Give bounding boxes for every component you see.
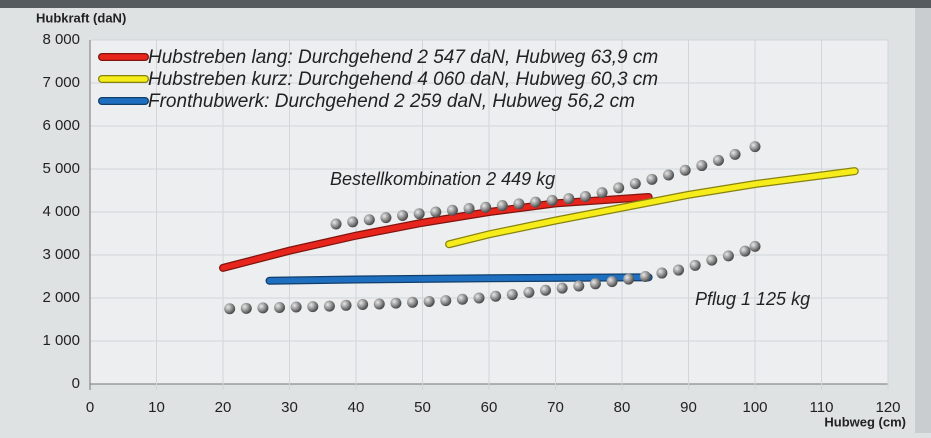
dot	[749, 240, 761, 252]
dot	[240, 302, 252, 314]
dot	[646, 173, 658, 185]
dot	[330, 218, 342, 230]
dot	[629, 178, 641, 190]
dot	[397, 209, 409, 221]
dot	[639, 271, 651, 282]
top-bar	[0, 0, 931, 8]
legend-label: Hubstreben lang: Durchgehend 2 547 daN, …	[148, 47, 658, 68]
y-tick-label: 7 000	[42, 74, 80, 91]
dot	[224, 303, 236, 315]
y-tick-label: 5 000	[42, 160, 80, 177]
x-tick-label: 70	[547, 399, 564, 416]
y-tick-label: 3 000	[42, 246, 80, 263]
line	[446, 168, 858, 247]
dot	[606, 276, 618, 288]
dot	[596, 187, 608, 199]
y-tick-label: 4 000	[42, 203, 80, 220]
dot	[679, 164, 691, 176]
x-axis-title: Hubweg (cm)	[824, 414, 906, 429]
dot	[446, 204, 458, 216]
dot	[663, 169, 675, 181]
dot	[530, 196, 542, 208]
y-axis-title: Hubkraft (daN)	[36, 10, 126, 25]
dot	[563, 193, 575, 205]
dot	[573, 280, 585, 292]
dot	[656, 267, 668, 279]
side-bar	[915, 8, 931, 433]
annotation: Pflug 1 125 kg	[695, 289, 810, 309]
dot	[430, 206, 442, 218]
dot	[490, 290, 502, 302]
x-tick-label: 10	[148, 399, 165, 416]
dot	[696, 160, 708, 172]
dot	[257, 302, 269, 314]
dot	[712, 154, 724, 166]
dot	[423, 295, 435, 307]
dot	[380, 212, 392, 224]
annotation: Bestellkombination 2 449 kg	[330, 169, 555, 189]
dot	[506, 289, 518, 301]
dot	[463, 203, 475, 215]
x-tick-label: 60	[481, 399, 498, 416]
dot	[540, 284, 552, 296]
x-tick-label: 20	[215, 399, 232, 416]
dot	[347, 216, 359, 228]
x-tick-label: 40	[348, 399, 365, 416]
x-tick-label: 100	[742, 399, 767, 416]
dot	[689, 259, 701, 271]
x-tick-label: 120	[875, 399, 900, 416]
y-tick-label: 0	[72, 375, 80, 392]
dot	[440, 295, 452, 307]
y-tick-label: 8 000	[42, 31, 80, 48]
dot	[739, 245, 751, 257]
y-tick-label: 6 000	[42, 117, 80, 134]
x-tick-label: 30	[281, 399, 298, 416]
dot	[729, 148, 741, 160]
dot	[363, 214, 375, 226]
line	[266, 274, 652, 284]
dot	[413, 208, 425, 220]
dot	[706, 254, 718, 266]
dot	[290, 301, 302, 313]
dot	[307, 301, 319, 313]
dot	[274, 301, 286, 313]
legend-label: Hubstreben kurz: Durchgehend 4 060 daN, …	[148, 69, 658, 90]
x-tick-label: 110	[810, 399, 834, 416]
dot	[623, 273, 635, 285]
dot	[373, 298, 385, 310]
x-tick-label: 50	[414, 399, 431, 416]
dot	[613, 182, 625, 194]
dot	[589, 278, 601, 290]
dot	[722, 250, 734, 262]
dot	[556, 282, 568, 294]
dot	[390, 297, 402, 309]
dot	[579, 191, 591, 203]
dot	[407, 296, 419, 308]
dot	[546, 194, 558, 206]
dot	[480, 201, 492, 213]
x-tick-label: 80	[614, 399, 631, 416]
dot	[456, 293, 468, 305]
dot	[523, 286, 535, 298]
dot	[357, 298, 369, 310]
y-tick-label: 1 000	[42, 332, 80, 349]
dot	[513, 198, 525, 210]
x-tick-label: 0	[86, 399, 94, 416]
y-tick-label: 2 000	[42, 289, 80, 306]
dot	[749, 141, 761, 153]
dot	[473, 292, 485, 304]
dot	[340, 299, 352, 311]
dot	[323, 300, 335, 312]
legend-label: Fronthubwerk: Durchgehend 2 259 daN, Hub…	[148, 91, 635, 112]
x-tick-label: 90	[680, 399, 697, 416]
dot	[496, 200, 508, 212]
dot	[673, 264, 685, 276]
